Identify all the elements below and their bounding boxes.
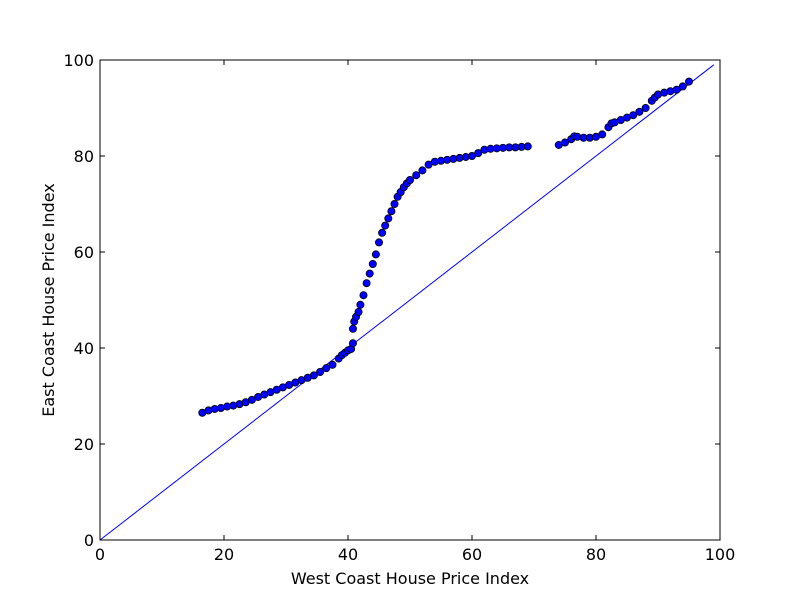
y-tick-label: 60 (74, 243, 94, 262)
y-axis-title: East Coast House Price Index (39, 183, 58, 416)
scatter-point (412, 171, 421, 180)
scatter-point (368, 259, 377, 268)
scatter-point (384, 214, 393, 223)
scatter-point (474, 149, 483, 158)
y-tick-label: 20 (74, 435, 94, 454)
scatter-point (387, 207, 396, 216)
scatter-point (322, 364, 331, 373)
scatter-point (371, 250, 380, 259)
x-tick-label: 60 (462, 545, 482, 564)
x-tick-label: 40 (338, 545, 358, 564)
scatter-point (561, 138, 570, 147)
scatter-point (678, 82, 687, 91)
y-tick-label: 0 (84, 531, 94, 550)
x-tick-label: 0 (95, 545, 105, 564)
scatter-point (378, 228, 387, 237)
x-tick-label: 80 (586, 545, 606, 564)
scatter-point (374, 238, 383, 247)
scatter-point (316, 367, 325, 376)
x-tick-label: 20 (214, 545, 234, 564)
y-tick-label: 40 (74, 339, 94, 358)
scatter-point (405, 175, 414, 184)
scatter-point (598, 130, 607, 139)
x-axis-title: West Coast House Price Index (291, 569, 529, 588)
scatter-point (354, 307, 363, 316)
scatter-point (390, 199, 399, 208)
scatter-point (365, 269, 374, 278)
scatter-point (328, 360, 337, 369)
scatter-point (523, 142, 532, 151)
y-tick-label: 100 (63, 51, 94, 70)
scatter-point (635, 107, 644, 116)
scatter-point (629, 111, 638, 120)
reference-line (99, 64, 715, 541)
scatter-point (348, 324, 357, 333)
scatter-point (381, 221, 390, 230)
scatter-point (418, 166, 427, 175)
y-tick-label: 80 (74, 147, 94, 166)
scatter-point (641, 104, 650, 113)
scatter-point (672, 85, 681, 94)
x-tick-label: 100 (705, 545, 736, 564)
scatter-point (685, 77, 694, 86)
scatter-point (362, 279, 371, 288)
scatter-point (348, 339, 357, 348)
scatter-point (309, 371, 318, 380)
plot-frame (99, 59, 721, 541)
chart-ticks: 0 20 40 60 80 100 0 20 40 60 80 100 (63, 51, 735, 564)
chart-marks (99, 64, 715, 541)
scatter-point (356, 300, 365, 309)
scatter-point (359, 291, 368, 300)
